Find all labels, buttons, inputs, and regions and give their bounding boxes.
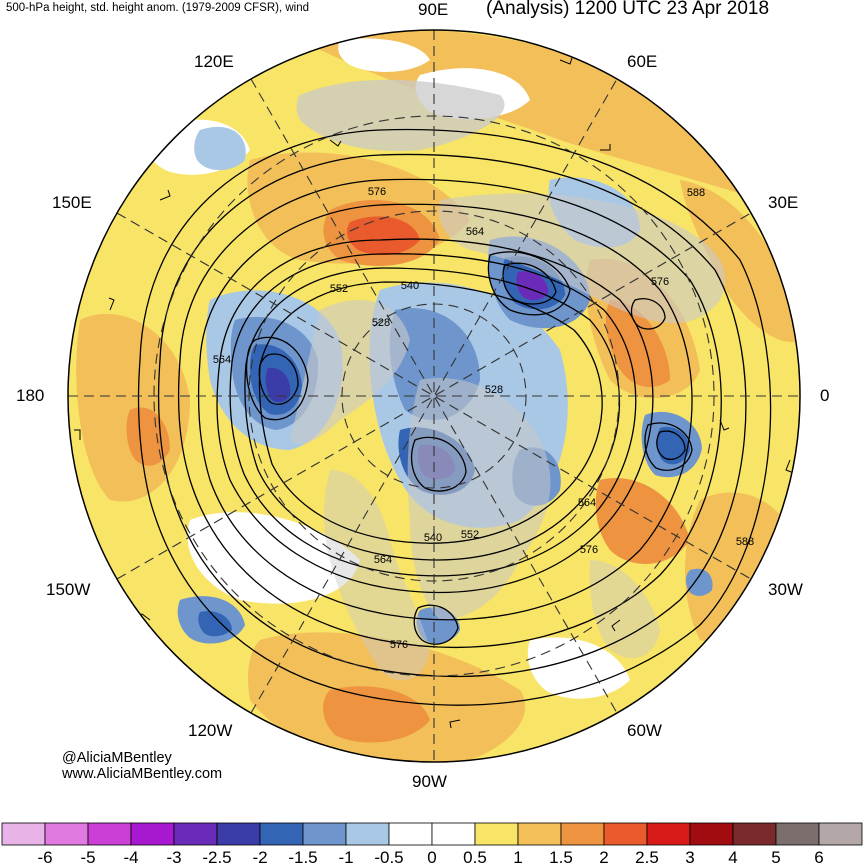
contour-label: 564 bbox=[578, 497, 596, 509]
colorbar-swatch bbox=[775, 822, 820, 846]
credit-website: www.AliciaMBentley.com bbox=[62, 766, 223, 782]
colorbar-tick-label: -6 bbox=[37, 848, 52, 865]
lon-label-90e: 90E bbox=[418, 0, 449, 19]
lon-label-150w: 150W bbox=[46, 580, 91, 599]
lon-label-120e: 120E bbox=[194, 52, 234, 71]
colorbar-tick-label: 0 bbox=[427, 848, 436, 865]
colorbar-swatch bbox=[603, 822, 648, 846]
contour-label: 540 bbox=[424, 532, 442, 544]
colorbar-swatch bbox=[818, 822, 863, 846]
colorbar: -6 -5 -4 -3 -2.5 -2 -1.5 -1 -0.5 0 0.5 1 1.5 2 2.5 3 4 5 6 bbox=[1, 822, 863, 865]
map-boundary bbox=[67, 29, 801, 763]
colorbar-swatch bbox=[216, 822, 261, 846]
colorbar-tick-label: -2.5 bbox=[202, 848, 231, 865]
colorbar-swatch bbox=[560, 822, 605, 846]
lon-label-30w: 30W bbox=[768, 580, 803, 599]
contour-label: 564 bbox=[466, 226, 484, 238]
colorbar-tick-label: -4 bbox=[123, 848, 138, 865]
lon-label-60e: 60E bbox=[627, 52, 658, 71]
colorbar-tick-label: -1.5 bbox=[288, 848, 317, 865]
lon-label-180: 180 bbox=[16, 386, 45, 405]
colorbar-labels: -6 -5 -4 -3 -2.5 -2 -1.5 -1 -0.5 0 0.5 1 1.5 2 2.5 3 4 5 6 bbox=[37, 848, 823, 865]
colorbar-swatch bbox=[388, 822, 433, 846]
colorbar-tick-label: 6 bbox=[814, 848, 823, 865]
height-contours bbox=[137, 128, 772, 706]
lon-label-0: 0 bbox=[820, 386, 830, 405]
colorbar-swatch bbox=[130, 822, 175, 846]
colorbar-tick-label: -3 bbox=[166, 848, 181, 865]
map-fields bbox=[68, 30, 800, 762]
colorbar-swatch bbox=[474, 822, 519, 846]
colorbar-tick-label: -0.5 bbox=[374, 848, 403, 865]
colorbar-tick-label: 5 bbox=[771, 848, 780, 865]
map-title: (Analysis) 1200 UTC 23 Apr 2018 bbox=[486, 0, 770, 19]
colorbar-swatch bbox=[732, 822, 777, 846]
lon-label-150e: 150E bbox=[52, 193, 92, 212]
contour-label: 528 bbox=[485, 384, 503, 396]
contour-label: 588 bbox=[687, 187, 705, 199]
contour-label: 528 bbox=[372, 317, 390, 329]
credit-handle: @AliciaMBentley bbox=[62, 750, 172, 766]
colorbar-tick-label: 1 bbox=[513, 848, 522, 865]
colorbar-tick-label: -1 bbox=[338, 848, 353, 865]
colorbar-tick-label: 2 bbox=[599, 848, 608, 865]
contour-label: 564 bbox=[213, 354, 231, 366]
contour-label: 576 bbox=[651, 276, 669, 288]
contour-label: 576 bbox=[368, 186, 386, 198]
contour-label: 576 bbox=[390, 639, 408, 651]
colorbar-tick-label: 3 bbox=[685, 848, 694, 865]
colorbar-swatch bbox=[345, 822, 390, 846]
colorbar-tick-label: 4 bbox=[728, 848, 737, 865]
lon-label-60w: 60W bbox=[627, 721, 662, 740]
contour-label: 552 bbox=[330, 283, 348, 295]
graticule bbox=[68, 30, 800, 762]
colorbar-swatches bbox=[1, 822, 863, 846]
contour-label-set: 576 588 564 552 540 528 564 528 576 564 … bbox=[213, 186, 754, 651]
contour-label: 588 bbox=[736, 536, 754, 548]
colorbar-swatch bbox=[87, 822, 132, 846]
colorbar-swatch bbox=[44, 822, 89, 846]
colorbar-swatch bbox=[517, 822, 562, 846]
colorbar-tick-label: -2 bbox=[252, 848, 267, 865]
colorbar-swatch bbox=[1, 822, 46, 846]
lon-label-120w: 120W bbox=[188, 721, 233, 740]
contour-label: 552 bbox=[461, 529, 479, 541]
colorbar-swatch bbox=[689, 822, 734, 846]
polar-stereographic-map: 576 588 564 552 540 528 564 528 576 564 … bbox=[67, 29, 801, 763]
colorbar-tick-label: 0.5 bbox=[463, 848, 487, 865]
colorbar-tick-label: -5 bbox=[80, 848, 95, 865]
contour-label: 576 bbox=[580, 544, 598, 556]
lon-label-30e: 30E bbox=[768, 193, 799, 212]
lon-label-90w: 90W bbox=[412, 772, 447, 791]
contour-label: 564 bbox=[374, 554, 392, 566]
colorbar-swatch bbox=[302, 822, 347, 846]
contour-label: 540 bbox=[401, 280, 419, 292]
map-subtitle: 500-hPa height, std. height anom. (1979-… bbox=[6, 2, 310, 14]
colorbar-tick-label: 2.5 bbox=[635, 848, 659, 865]
colorbar-swatch bbox=[173, 822, 218, 846]
colorbar-swatch bbox=[431, 822, 476, 846]
colorbar-swatch bbox=[259, 822, 304, 846]
colorbar-tick-label: 1.5 bbox=[549, 848, 573, 865]
colorbar-swatch bbox=[646, 822, 691, 846]
